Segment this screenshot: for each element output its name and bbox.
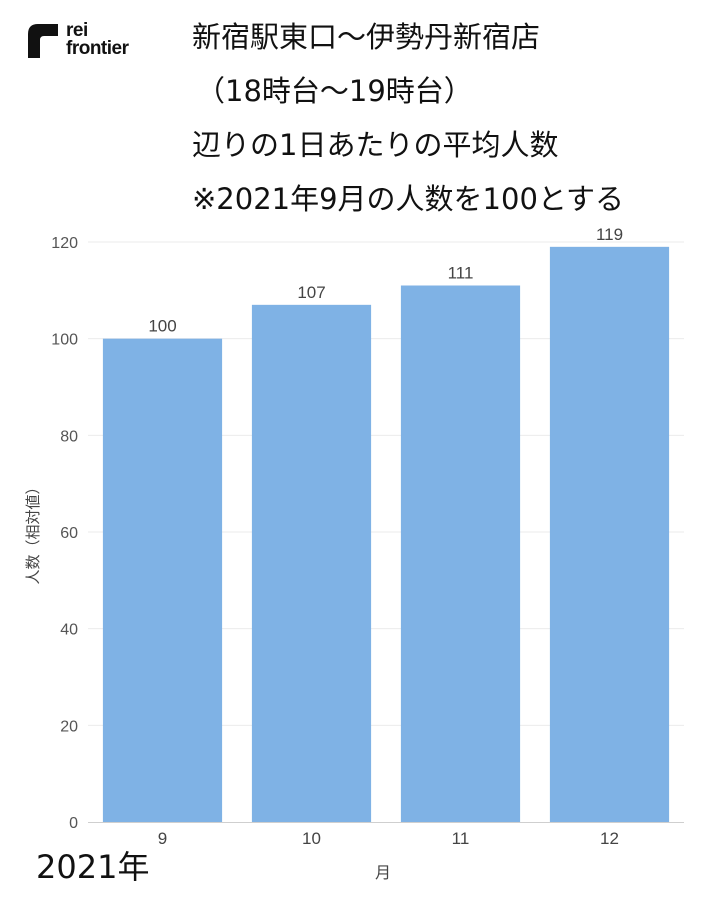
title-line-2: （18時台〜19時台） bbox=[196, 74, 473, 108]
y-tick-label: 100 bbox=[51, 332, 78, 349]
chart-title: 新宿駅東口〜伊勢丹新宿店 （18時台〜19時台） 辺りの1日あたりの平均人数 ※… bbox=[192, 10, 692, 226]
y-tick-label: 0 bbox=[69, 815, 78, 832]
bar bbox=[251, 304, 372, 822]
bar bbox=[102, 338, 223, 822]
y-tick-label: 80 bbox=[60, 428, 78, 445]
title-line-4: ※2021年9月の人数を100とする bbox=[192, 182, 625, 216]
data-label: 119 bbox=[596, 225, 623, 244]
x-tick-label: 11 bbox=[452, 829, 470, 848]
data-label: 100 bbox=[148, 317, 176, 336]
y-axis-title: 人数（相対値） bbox=[24, 479, 42, 584]
brand-name: rei frontier bbox=[66, 20, 129, 59]
x-tick-label: 12 bbox=[600, 829, 619, 848]
footer-year: 2021年 bbox=[36, 848, 150, 886]
y-tick-label: 20 bbox=[60, 718, 78, 735]
data-label: 107 bbox=[297, 283, 325, 302]
logo-mark-icon bbox=[28, 24, 58, 58]
bar bbox=[400, 285, 521, 822]
title-line-1: 新宿駅東口〜伊勢丹新宿店 bbox=[192, 20, 541, 54]
brand-line-2: frontier bbox=[66, 38, 129, 59]
x-axis-title: 月 bbox=[375, 863, 391, 882]
brand-logo: rei frontier bbox=[28, 20, 148, 62]
bar bbox=[549, 246, 670, 823]
y-tick-label: 60 bbox=[60, 525, 78, 542]
x-tick-label: 10 bbox=[302, 829, 321, 848]
x-tick-label: 9 bbox=[158, 829, 167, 848]
data-label: 111 bbox=[448, 264, 474, 283]
brand-line-1: rei bbox=[66, 20, 88, 41]
title-line-3: 辺りの1日あたりの平均人数 bbox=[192, 128, 559, 162]
y-tick-label: 120 bbox=[51, 235, 78, 252]
y-tick-label: 40 bbox=[60, 622, 78, 639]
